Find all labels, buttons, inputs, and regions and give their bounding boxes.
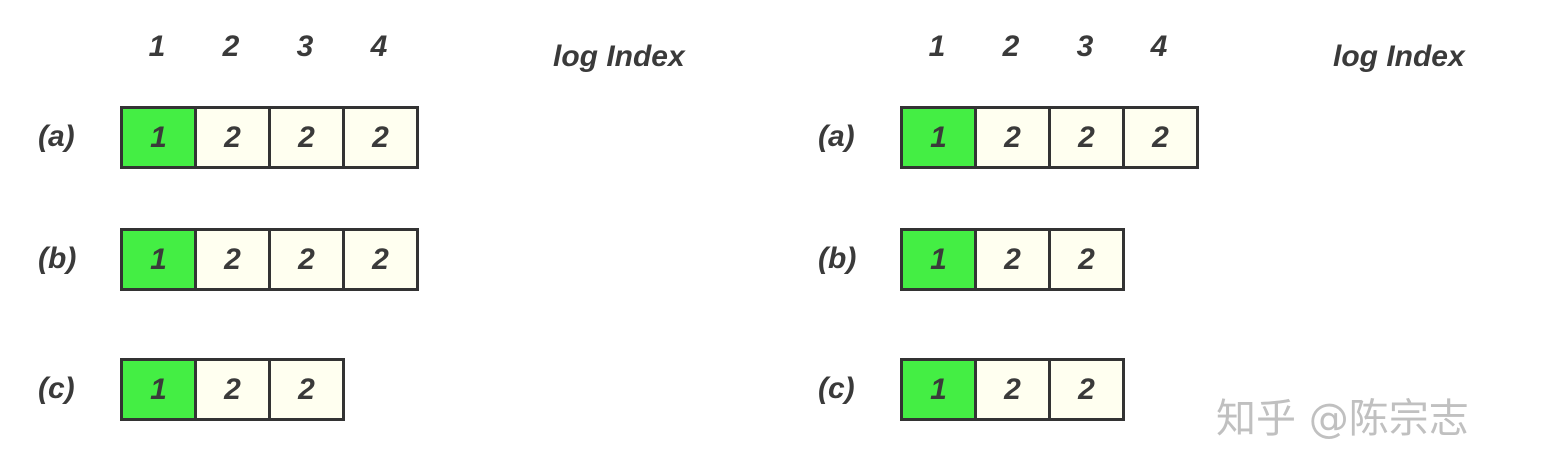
index-header-4: 4 (370, 30, 388, 63)
log-cell: 2 (1051, 231, 1122, 288)
row-label-a: (a) (38, 120, 75, 153)
axis-title: log Index (553, 40, 685, 73)
row-label-a: (a) (818, 120, 855, 153)
log-row-b: 1 2 2 2 (120, 228, 419, 291)
log-cell: 2 (345, 109, 416, 166)
log-cell: 1 (903, 231, 977, 288)
log-cell: 1 (123, 231, 197, 288)
index-header-3: 3 (1076, 30, 1094, 63)
log-cell: 2 (977, 231, 1051, 288)
log-cell: 2 (197, 361, 271, 418)
log-cell: 1 (903, 109, 977, 166)
log-row-a: 1 2 2 2 (120, 106, 419, 169)
log-row-a: 1 2 2 2 (900, 106, 1199, 169)
log-cell: 2 (197, 109, 271, 166)
left-panel: 1 2 3 4 log Index (a) 1 2 2 2 (b) 1 2 2 … (38, 30, 685, 421)
log-cell: 2 (977, 361, 1051, 418)
log-cell: 1 (123, 109, 197, 166)
log-cell: 2 (271, 361, 342, 418)
log-row-b: 1 2 2 (900, 228, 1125, 291)
log-cell: 1 (123, 361, 197, 418)
right-panel: 1 2 3 4 log Index (a) 1 2 2 2 (b) 1 2 2 … (780, 0, 1546, 476)
index-header-1: 1 (148, 30, 166, 63)
index-header-1: 1 (928, 30, 946, 63)
index-header-3: 3 (296, 30, 314, 63)
log-cell: 1 (903, 361, 977, 418)
index-header-4: 4 (1150, 30, 1168, 63)
log-cell: 2 (271, 109, 345, 166)
log-cell: 2 (345, 231, 416, 288)
row-label-c: (c) (818, 372, 855, 405)
row-label-b: (b) (38, 242, 77, 275)
log-cell: 2 (1125, 109, 1196, 166)
row-label-c: (c) (38, 372, 75, 405)
log-row-c: 1 2 2 (900, 358, 1125, 421)
row-label-b: (b) (818, 242, 857, 275)
axis-title: log Index (1333, 40, 1465, 73)
log-cell: 2 (197, 231, 271, 288)
log-row-c: 1 2 2 (120, 358, 345, 421)
log-cell: 2 (977, 109, 1051, 166)
index-header-2: 2 (222, 30, 240, 63)
log-cell: 2 (1051, 109, 1125, 166)
log-cell: 2 (271, 231, 345, 288)
watermark: 知乎 @陈宗志 (1216, 396, 1469, 442)
log-cell: 2 (1051, 361, 1122, 418)
index-header-2: 2 (1002, 30, 1020, 63)
